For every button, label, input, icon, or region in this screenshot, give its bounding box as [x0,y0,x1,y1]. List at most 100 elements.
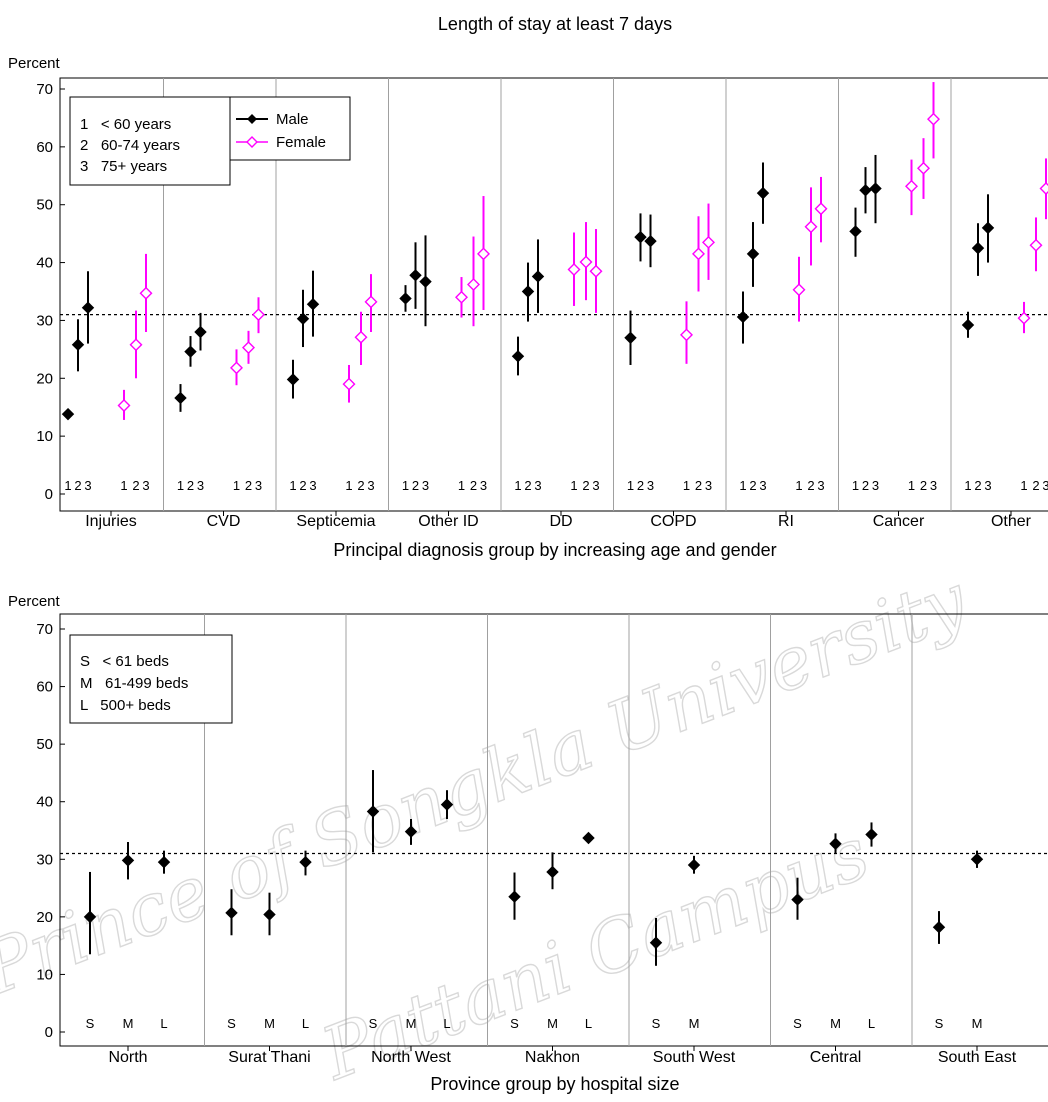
male-cvd-1-point [175,392,186,403]
male-septicemia-3-point [308,299,319,310]
y-tick-label: 10 [36,966,53,983]
female-septicemia-1-point [344,379,355,390]
y-tick-label: 50 [36,197,53,214]
male-cancer-3-point [870,183,881,194]
page-title: Length of stay at least 7 days [438,14,672,34]
age-code-label: 1 [64,478,71,493]
age-code-label: 1 [964,478,971,493]
female-other-3-point [1041,183,1048,194]
male-cvd-3-point [195,327,206,338]
female-septicemia-3-point [366,296,377,307]
female-other-id-2-point [468,279,479,290]
female-other-id-3-point [478,248,489,259]
age-code-label: 3 [872,478,879,493]
age-code-label: 1 [795,478,802,493]
age-code-label: 2 [862,478,869,493]
south-east-s-point [934,922,945,933]
north-m-point [123,855,134,866]
male-dd-1-point [513,351,524,362]
age-code-label: 1 [177,478,184,493]
size-code-label: M [123,1016,134,1031]
female-ri-1-point [794,284,805,295]
age-code-label: 1 [627,478,634,493]
age-code-label: 1 [289,478,296,493]
male-dd-3-point [533,271,544,282]
y-tick-label: 0 [45,1024,53,1041]
male-cancer-1-point [850,226,861,237]
age-code-label: 3 [705,478,712,493]
y-tick-label: 60 [36,139,53,156]
size-code-label: S [793,1016,802,1031]
y-tick-label: 30 [36,312,53,329]
male-other-1-point [963,320,974,331]
south-east-m-point [972,854,983,865]
male-copd-2-point [635,232,646,243]
age-code-label: 3 [422,478,429,493]
y-tick-label: 30 [36,851,53,868]
female-dd-1-point [569,264,580,275]
y-tick-label: 40 [36,255,53,272]
size-code-label: M [972,1016,983,1031]
age-code-label: 2 [245,478,252,493]
bottom-y-unit-label: Percent [8,593,61,610]
top-y-unit-label: Percent [8,55,61,72]
age-code-label: 3 [197,478,204,493]
female-other-id-1-point [456,292,467,303]
age-code-label: 3 [647,478,654,493]
legend-beds-s: S < 61 beds [80,653,169,670]
age-code-label: 3 [817,478,824,493]
age-code-label: 2 [187,478,194,493]
age-code-label: 2 [637,478,644,493]
y-tick-label: 60 [36,679,53,696]
size-code-label: M [830,1016,841,1031]
nakhon-s-point [509,891,520,902]
male-copd-1-point [625,332,636,343]
female-cancer-2-point [918,163,929,174]
age-code-label: 1 [345,478,352,493]
size-code-label: S [86,1016,95,1031]
size-code-label: S [369,1016,378,1031]
age-code-label: 1 [683,478,690,493]
age-code-label: 3 [480,478,487,493]
category-label-north-west: North West [371,1049,451,1066]
female-copd-3-point [703,237,714,248]
age-code-label: 1 [739,478,746,493]
female-cancer-3-point [928,114,939,125]
category-label-south-west: South West [653,1049,736,1066]
age-code-label: 1 [458,478,465,493]
bottom-legend-beds: S < 61 beds M 61-499 beds L 500+ beds [70,635,232,723]
age-code-label: 2 [974,478,981,493]
age-code-label: 3 [84,478,91,493]
size-code-label: L [302,1016,309,1031]
y-tick-label: 20 [36,370,53,387]
age-code-label: 2 [1032,478,1039,493]
size-code-label: M [406,1016,417,1031]
male-injuries-3-point [83,302,94,313]
female-injuries-1-point [119,400,130,411]
surat-thani-m-point [264,909,275,920]
male-copd-3-point [645,236,656,247]
category-label-nakhon: Nakhon [525,1049,580,1066]
age-code-label: 1 [233,478,240,493]
size-code-label: S [227,1016,236,1031]
category-label-north: North [108,1049,147,1066]
age-code-label: 1 [570,478,577,493]
age-code-label: 1 [514,478,521,493]
female-injuries-2-point [131,339,142,350]
female-septicemia-2-point [356,332,367,343]
age-code-label: 1 [852,478,859,493]
age-code-label: 2 [299,478,306,493]
male-injuries-1-point [63,409,74,420]
age-code-label: 3 [534,478,541,493]
size-code-label: L [585,1016,592,1031]
age-code-label: 1 [120,478,127,493]
age-code-label: 2 [412,478,419,493]
size-code-label: L [868,1016,875,1031]
y-tick-label: 10 [36,428,53,445]
age-code-label: 2 [357,478,364,493]
age-code-label: 2 [695,478,702,493]
